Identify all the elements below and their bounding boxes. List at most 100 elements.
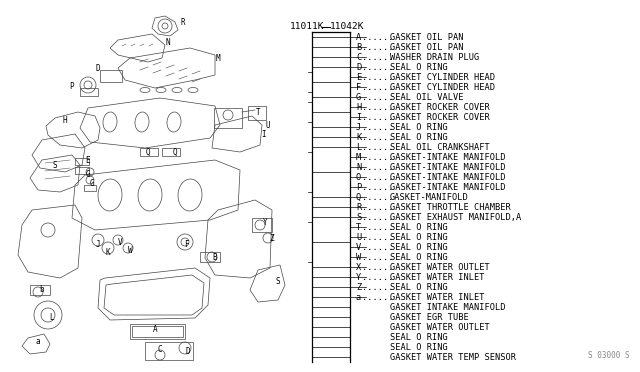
Text: M: M [356,153,361,161]
Text: GASKET-INTAKE MANIFOLD: GASKET-INTAKE MANIFOLD [390,163,506,171]
Text: H: H [356,103,361,112]
Text: GASKET ROCKER COVER: GASKET ROCKER COVER [390,112,490,122]
Text: ......: ...... [362,73,394,81]
Text: Z: Z [269,234,275,243]
Text: N: N [356,163,361,171]
Text: T: T [356,222,361,231]
Text: SEAL O RING: SEAL O RING [390,232,448,241]
Text: ......: ...... [362,163,394,171]
Text: SEAL OIL CRANKSHAFT: SEAL OIL CRANKSHAFT [390,142,490,151]
Text: ......: ...... [362,42,394,51]
Text: ......: ...... [362,173,394,182]
Text: 11042K: 11042K [330,22,365,31]
Text: b: b [40,285,44,295]
Text: S: S [356,212,361,221]
Text: ......: ...... [362,62,394,71]
Text: J: J [356,122,361,131]
Text: G: G [86,170,90,179]
Text: C: C [356,52,361,61]
Text: C: C [157,346,163,355]
Text: SEAL O RING: SEAL O RING [390,343,448,352]
Text: ......: ...... [362,103,394,112]
Text: GASKET WATER OUTLET: GASKET WATER OUTLET [390,263,490,272]
Text: M: M [216,54,220,62]
Bar [200,252,220,262]
Text: Y: Y [262,218,268,227]
Text: ......: ...... [362,222,394,231]
Text: GASKET THROTTLE CHAMBER: GASKET THROTTLE CHAMBER [390,202,511,212]
Text: D: D [356,62,361,71]
Text: SEAL O RING: SEAL O RING [390,132,448,141]
Text: ......: ...... [362,153,394,161]
Text: ......: ...... [362,122,394,131]
Text: GASKET EGR TUBE: GASKET EGR TUBE [390,312,468,321]
Text: GASKET-MANIFOLD: GASKET-MANIFOLD [390,192,468,202]
Text: X: X [356,263,361,272]
Text: L: L [50,314,54,323]
Text: ......: ...... [362,192,394,202]
Text: J: J [96,240,100,248]
Text: D: D [186,347,190,356]
Text: ......: ...... [362,52,394,61]
Text: U: U [356,232,361,241]
Text: ......: ...... [362,183,394,192]
Text: ......: ...... [362,243,394,251]
Text: GASKET OIL PAN: GASKET OIL PAN [390,32,463,42]
Text: E: E [86,155,90,164]
Bar [214,108,242,128]
Text: P: P [356,183,361,192]
Text: B: B [356,42,361,51]
Text: I: I [356,112,361,122]
Text: ......: ...... [362,83,394,92]
Bar [84,185,96,191]
Text: ......: ...... [362,232,394,241]
Text: V: V [118,237,122,247]
Text: B: B [212,253,218,263]
Text: GASKET-INTAKE MANIFOLD: GASKET-INTAKE MANIFOLD [390,183,506,192]
Text: ......: ...... [362,212,394,221]
Text: ......: ...... [362,292,394,301]
Text: T: T [256,108,260,116]
Text: GASKET WATER INLET: GASKET WATER INLET [390,292,484,301]
Bar [75,167,89,174]
Text: I: I [262,129,266,138]
Text: ......: ...... [362,263,394,272]
Text: GASKET CYLINDER HEAD: GASKET CYLINDER HEAD [390,83,495,92]
Text: ......: ...... [362,282,394,292]
Text: K: K [106,247,110,257]
Text: SEAL O RING: SEAL O RING [390,333,448,341]
Text: O: O [356,173,361,182]
Text: S: S [276,278,280,286]
Text: R: R [356,202,361,212]
Text: W: W [356,253,361,262]
Text: GASKET ROCKER COVER: GASKET ROCKER COVER [390,103,490,112]
Text: W: W [128,246,132,254]
Text: SEAL O RING: SEAL O RING [390,222,448,231]
Bar [132,326,183,337]
Text: SEAL O RING: SEAL O RING [390,282,448,292]
Text: ......: ...... [362,273,394,282]
Text: Q: Q [173,148,177,157]
Text: GASKET EXHAUST MANIFOLD,A: GASKET EXHAUST MANIFOLD,A [390,212,521,221]
Text: GASKET INTAKE MANIFOLD: GASKET INTAKE MANIFOLD [390,302,506,311]
Text: Z: Z [356,282,361,292]
Text: G: G [90,179,94,187]
Text: F: F [184,240,188,248]
Text: SEAL O RING: SEAL O RING [390,62,448,71]
Text: SEAL OIL VALVE: SEAL OIL VALVE [390,93,463,102]
Text: ......: ...... [362,93,394,102]
Text: G: G [356,93,361,102]
Bar [30,285,50,295]
Text: Y: Y [356,273,361,282]
Text: S 03000 S: S 03000 S [588,351,630,360]
Text: GASKET WATER INLET: GASKET WATER INLET [390,273,484,282]
Text: U: U [266,121,270,129]
Text: Q: Q [146,148,150,157]
Text: V: V [356,243,361,251]
Bar [130,324,185,339]
Text: ......: ...... [362,142,394,151]
Text: ......: ...... [362,253,394,262]
Text: SEAL O RING: SEAL O RING [390,122,448,131]
Text: L: L [356,142,361,151]
Text: WASHER DRAIN PLUG: WASHER DRAIN PLUG [390,52,479,61]
